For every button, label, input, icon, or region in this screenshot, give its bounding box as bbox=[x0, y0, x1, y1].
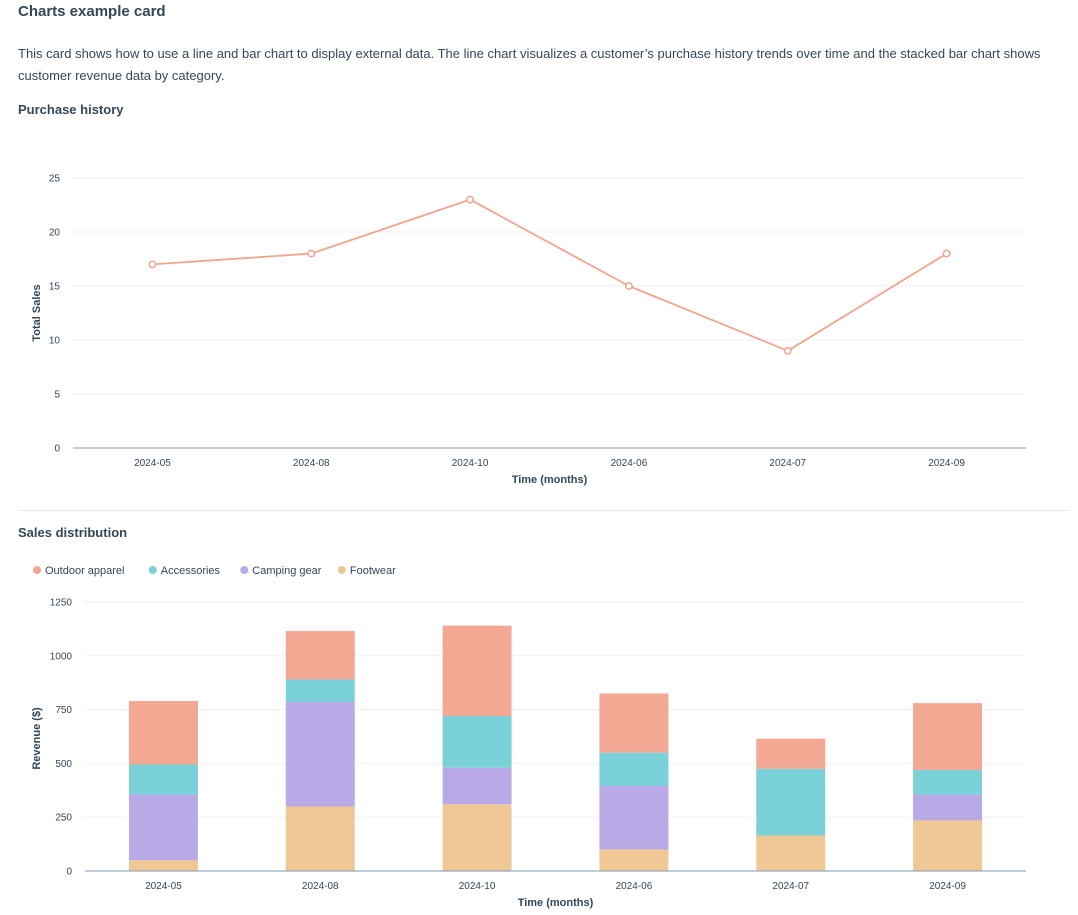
bar-segment-footwear bbox=[285, 806, 355, 871]
bar-segment-outdoor-apparel bbox=[128, 700, 198, 765]
bar-segment-outdoor-apparel bbox=[913, 703, 983, 770]
bar-segment-outdoor-apparel bbox=[756, 738, 826, 769]
x-tick-label: 2024-06 bbox=[611, 458, 648, 469]
x-tick-label: 2024-08 bbox=[293, 458, 330, 469]
y-tick-label: 25 bbox=[49, 174, 61, 185]
bar-segment-outdoor-apparel bbox=[599, 693, 669, 753]
legend-item-outdoor-apparel: Outdoor apparel bbox=[45, 565, 125, 577]
data-point bbox=[942, 249, 951, 258]
bar-segment-accessories bbox=[442, 716, 512, 768]
y-tick-label: 1000 bbox=[50, 651, 73, 662]
purchase-history-title: Purchase history bbox=[18, 102, 124, 117]
data-point bbox=[783, 346, 792, 355]
sales-distribution-title: Sales distribution bbox=[18, 525, 128, 540]
data-point bbox=[148, 260, 157, 269]
x-tick-label: 2024-09 bbox=[929, 881, 966, 892]
bar-segment-outdoor-apparel bbox=[442, 625, 512, 717]
y-tick-label: 750 bbox=[55, 705, 72, 716]
x-tick-label: 2024-08 bbox=[302, 881, 339, 892]
bar-segment-camping-gear bbox=[913, 794, 983, 821]
y-tick-label: 5 bbox=[54, 390, 60, 401]
bar-segment-camping-gear bbox=[599, 785, 669, 850]
y-tick-label: 1250 bbox=[50, 598, 73, 609]
data-point bbox=[624, 282, 633, 290]
bar-segment-accessories bbox=[756, 768, 826, 836]
bar-segment-footwear bbox=[599, 849, 669, 871]
bar-segment-footwear bbox=[128, 860, 198, 871]
card-description: This card shows how to use a line and ba… bbox=[18, 46, 1041, 83]
card-title: Charts example card bbox=[18, 3, 166, 20]
y-tick-label: 10 bbox=[49, 336, 61, 347]
purchase-history-line-chart: 0 5 10 15 20 25 2024-05 2024-08 2024-10 2024-06 20… bbox=[31, 174, 1026, 486]
bar-segment-camping-gear bbox=[442, 767, 512, 805]
legend-item-footwear: Footwear bbox=[350, 565, 396, 577]
legend-item-accessories: Accessories bbox=[161, 565, 221, 577]
bar-segment-accessories bbox=[285, 679, 355, 703]
legend-marker bbox=[337, 566, 346, 574]
x-tick-label: 2024-05 bbox=[134, 458, 171, 469]
bar-segment-camping-gear bbox=[285, 702, 355, 807]
x-tick-label: 2024-07 bbox=[772, 881, 809, 892]
data-point bbox=[466, 195, 475, 204]
y-tick-label: 500 bbox=[55, 759, 72, 770]
x-axis-title: Time (months) bbox=[518, 897, 594, 909]
x-tick-label: 2024-07 bbox=[769, 458, 806, 469]
x-tick-label: 2024-09 bbox=[928, 458, 965, 469]
bar-segment-accessories bbox=[913, 769, 983, 795]
section-divider bbox=[18, 510, 1070, 511]
x-axis-title: Time (months) bbox=[512, 474, 588, 486]
y-axis-title: Revenue ($) bbox=[31, 707, 43, 770]
bar-segment-accessories bbox=[128, 764, 198, 795]
x-tick-label: 2024-10 bbox=[452, 458, 489, 469]
y-tick-label: 250 bbox=[55, 813, 72, 824]
y-tick-label: 0 bbox=[54, 444, 60, 455]
legend-marker bbox=[148, 566, 157, 574]
legend-marker bbox=[240, 566, 249, 574]
y-axis-title: Total Sales bbox=[31, 284, 43, 341]
bar-segment-footwear bbox=[756, 835, 826, 871]
bar-segment-footwear bbox=[442, 804, 512, 871]
bar-segment-footwear bbox=[913, 820, 983, 871]
data-point bbox=[307, 249, 316, 258]
x-tick-label: 2024-10 bbox=[459, 881, 496, 892]
bar-segment-camping-gear bbox=[128, 794, 198, 861]
y-tick-label: 0 bbox=[66, 867, 72, 878]
sales-distribution-bar-chart: Outdoor apparel Accessories Camping gear Fo… bbox=[31, 565, 1026, 909]
legend-marker bbox=[33, 566, 41, 574]
x-tick-label: 2024-06 bbox=[616, 881, 653, 892]
bar-segment-outdoor-apparel bbox=[285, 631, 355, 680]
y-tick-label: 15 bbox=[49, 282, 61, 293]
y-tick-label: 20 bbox=[49, 228, 61, 239]
series-line bbox=[152, 198, 948, 352]
bar-segment-accessories bbox=[599, 752, 669, 786]
legend-item-camping-gear: Camping gear bbox=[252, 565, 321, 577]
x-tick-label: 2024-05 bbox=[145, 881, 182, 892]
